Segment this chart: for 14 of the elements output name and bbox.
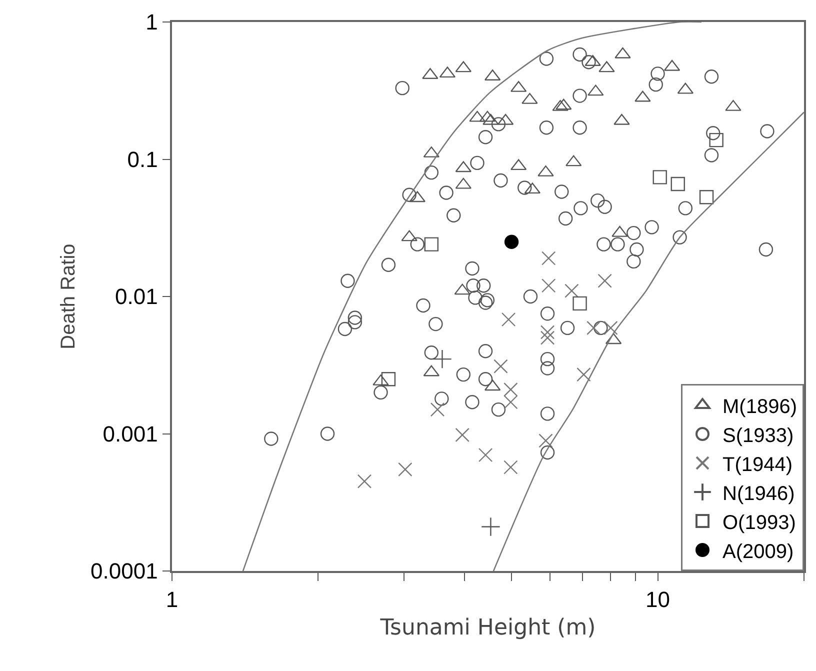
legend-label: N(1946) xyxy=(722,482,795,505)
legend-label: A(2009) xyxy=(722,540,794,563)
legend-label: M(1896) xyxy=(722,396,797,418)
y-tick-label: 0.1 xyxy=(127,146,158,172)
legend-label: S(1933) xyxy=(722,424,794,447)
y-tick-label: 0.001 xyxy=(102,421,158,446)
y-tick-label: 1 xyxy=(146,10,158,35)
y-tick-label: 0.01 xyxy=(115,284,158,310)
legend-label: T(1944) xyxy=(722,454,793,476)
x-axis-title: Tsunami Height (m) xyxy=(379,616,596,641)
y-tick-label: 0.0001 xyxy=(90,558,158,584)
x-tick-label: 10 xyxy=(646,587,670,612)
y-axis-title: Death Ratio xyxy=(58,244,80,350)
legend-label: O(1993) xyxy=(722,512,796,534)
